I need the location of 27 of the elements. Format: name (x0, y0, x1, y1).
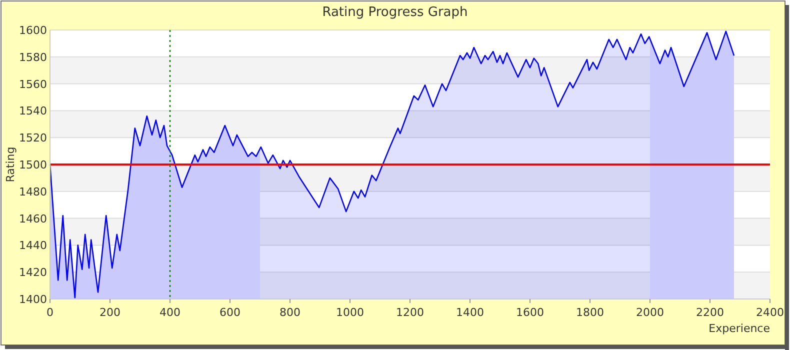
x-tick-label: 1800 (576, 306, 604, 319)
x-tick-label: 400 (160, 306, 180, 319)
x-tick-label: 2200 (696, 306, 724, 319)
x-axis-title: Experience (708, 322, 770, 335)
chart-title: Rating Progress Graph (322, 5, 468, 20)
y-tick-label: 1600 (19, 24, 47, 37)
y-tick-label: 1580 (19, 50, 47, 64)
x-tick-label: 600 (220, 306, 240, 319)
x-tick-label: 800 (280, 306, 300, 319)
y-tick-label: 1520 (19, 132, 47, 145)
y-axis-title: Rating (4, 146, 17, 182)
x-tick-label: 1400 (456, 306, 484, 319)
x-tick-label: 2400 (756, 306, 784, 319)
x-tick-label: 2000 (636, 306, 664, 319)
x-tick-label: 1600 (516, 306, 544, 319)
x-tick-label: 0 (46, 306, 54, 319)
y-tick-label: 1540 (19, 104, 47, 118)
y-tick-label: 1420 (19, 266, 47, 280)
x-tick-label: 1000 (336, 306, 364, 319)
y-tick-label: 1440 (19, 239, 47, 252)
y-tick-label: 1560 (19, 78, 47, 91)
y-tick-label: 1400 (19, 293, 47, 306)
y-tick-label: 1500 (19, 158, 47, 172)
x-tick-label: 200 (100, 306, 120, 319)
x-tick-label: 1200 (396, 306, 424, 319)
y-tick-label: 1460 (19, 212, 47, 226)
y-tick-label: 1480 (19, 185, 47, 198)
